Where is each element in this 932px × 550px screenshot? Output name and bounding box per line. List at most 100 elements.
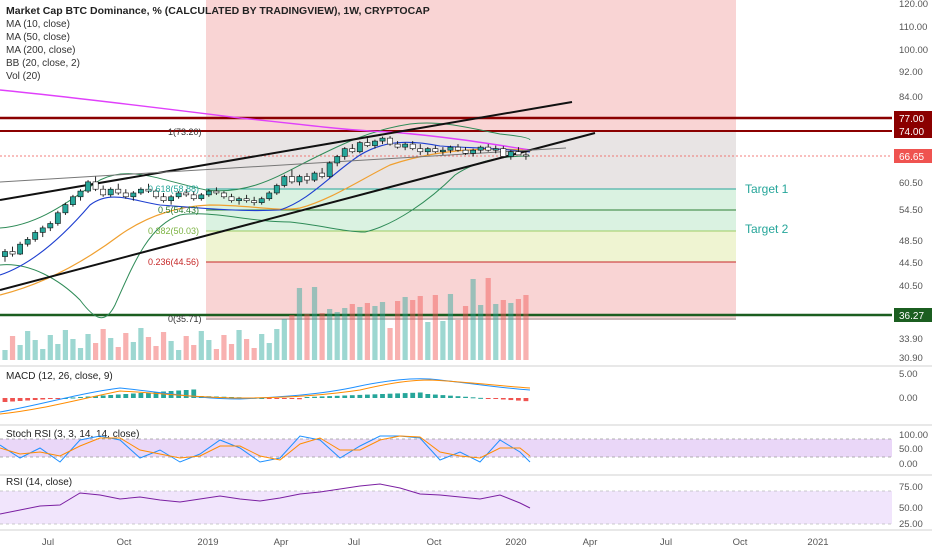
candle-body bbox=[183, 192, 190, 196]
volume-bar bbox=[198, 331, 204, 360]
candle-body bbox=[198, 194, 205, 200]
volume-bar bbox=[432, 295, 438, 360]
macd-tick-5: 5.00 bbox=[899, 369, 918, 380]
candle-body bbox=[485, 146, 492, 151]
rsi-tick-50: 50.00 bbox=[899, 503, 923, 514]
macd-line bbox=[0, 378, 531, 413]
candle-body bbox=[394, 143, 401, 148]
volume-bar bbox=[372, 306, 378, 360]
fib-label-500: 0.5(54.43) bbox=[158, 205, 199, 215]
candle-body bbox=[266, 192, 273, 200]
candle-body bbox=[439, 149, 446, 153]
volume-bar bbox=[319, 313, 325, 360]
candle-body bbox=[424, 148, 431, 153]
stoch-band bbox=[0, 439, 892, 457]
y-tick-label: 54.50 bbox=[899, 205, 923, 216]
y-axis: 120.00 110.00 100.00 92.00 84.00 60.50 54.50 48… bbox=[899, 0, 928, 364]
macd-hist-bar bbox=[500, 398, 506, 400]
volume-bar bbox=[402, 297, 408, 360]
volume-bar bbox=[85, 334, 91, 360]
volume-bar bbox=[176, 350, 182, 360]
candle-body bbox=[500, 148, 507, 157]
gray-trend-line bbox=[0, 147, 567, 183]
volume-bar bbox=[447, 294, 454, 360]
macd-hist-bar bbox=[161, 391, 166, 398]
resistance-badge-77 bbox=[894, 111, 932, 125]
macd-hist-bar bbox=[2, 398, 8, 402]
volume-bar bbox=[462, 306, 469, 360]
resistance-value-77: 77.00 bbox=[899, 114, 924, 125]
x-tick-label: 2019 bbox=[197, 537, 218, 548]
rsi-label: RSI (14, close) bbox=[6, 477, 72, 488]
stoch-k-line bbox=[0, 435, 531, 463]
volume-bar bbox=[364, 303, 370, 360]
candle-body bbox=[492, 148, 499, 151]
macd-hist-bar bbox=[387, 393, 393, 398]
macd-hist-bar bbox=[463, 396, 468, 398]
y-tick-label: 48.50 bbox=[899, 236, 923, 247]
volume-bar bbox=[93, 343, 99, 360]
stoch-tick-50: 50.00 bbox=[899, 444, 923, 455]
macd-histogram bbox=[2, 389, 529, 402]
volume-bar bbox=[296, 288, 303, 360]
candle-body bbox=[273, 185, 280, 194]
stoch-tick-0: 0.00 bbox=[899, 459, 918, 470]
macd-hist-bar bbox=[146, 392, 151, 398]
candle-body bbox=[379, 137, 386, 142]
y-tick-label: 30.90 bbox=[899, 353, 923, 364]
volume-bar bbox=[47, 335, 53, 360]
chart-title: Market Cap BTC Dominance, % (CALCULATED … bbox=[6, 5, 430, 17]
volume-bar bbox=[357, 307, 363, 360]
x-tick-label: Jul bbox=[42, 537, 54, 548]
volume-bar bbox=[425, 322, 431, 360]
candle-body bbox=[432, 148, 439, 153]
candle-body bbox=[349, 148, 356, 153]
macd-hist-bar bbox=[153, 392, 159, 398]
macd-hist-bar bbox=[372, 394, 378, 398]
candle-body bbox=[507, 151, 514, 157]
candle-body bbox=[92, 181, 99, 190]
fib-label-0: 0(35.71) bbox=[168, 314, 202, 324]
y-tick-label: 44.50 bbox=[899, 258, 923, 269]
candle-body bbox=[77, 190, 84, 198]
volume-bar bbox=[470, 279, 476, 360]
candle-body bbox=[288, 176, 295, 183]
candle-body bbox=[326, 162, 333, 177]
macd-hist-bar bbox=[32, 398, 38, 400]
volume-bar bbox=[108, 338, 114, 360]
candle-body bbox=[387, 137, 393, 145]
volume-bar bbox=[40, 349, 46, 360]
candle-body bbox=[221, 192, 227, 198]
macd-hist-bar bbox=[93, 396, 98, 398]
macd-hist-bar bbox=[25, 398, 31, 401]
macd-hist-bar bbox=[455, 396, 461, 398]
candle-body bbox=[54, 212, 61, 224]
macd-hist-bar bbox=[281, 398, 287, 399]
channel-lower-line bbox=[0, 132, 596, 291]
bb-lower bbox=[0, 155, 531, 318]
volume-bar bbox=[515, 299, 521, 360]
macd-hist-bar bbox=[176, 390, 182, 398]
candle-body bbox=[356, 142, 363, 153]
candle-body bbox=[9, 251, 16, 255]
volume-bar bbox=[500, 300, 506, 360]
volume-bar bbox=[236, 330, 242, 360]
y-tick-label: 84.00 bbox=[899, 92, 923, 103]
fib-label-236: 0.236(44.56) bbox=[148, 257, 199, 267]
candle-body bbox=[372, 140, 378, 146]
volume-bar bbox=[327, 309, 333, 360]
y-tick-label: 110.00 bbox=[899, 22, 927, 33]
macd-hist-bar bbox=[365, 394, 370, 398]
candle-body bbox=[402, 143, 409, 148]
candle-body bbox=[70, 196, 76, 205]
volume-bar bbox=[17, 345, 23, 360]
macd-hist-bar bbox=[304, 397, 310, 398]
candle-body bbox=[130, 192, 137, 198]
macd-hist-bar bbox=[191, 389, 197, 398]
macd-hist-bar bbox=[183, 390, 189, 398]
stoch-d-line bbox=[0, 435, 531, 461]
candle-body bbox=[39, 227, 46, 233]
candle-body bbox=[160, 196, 167, 201]
